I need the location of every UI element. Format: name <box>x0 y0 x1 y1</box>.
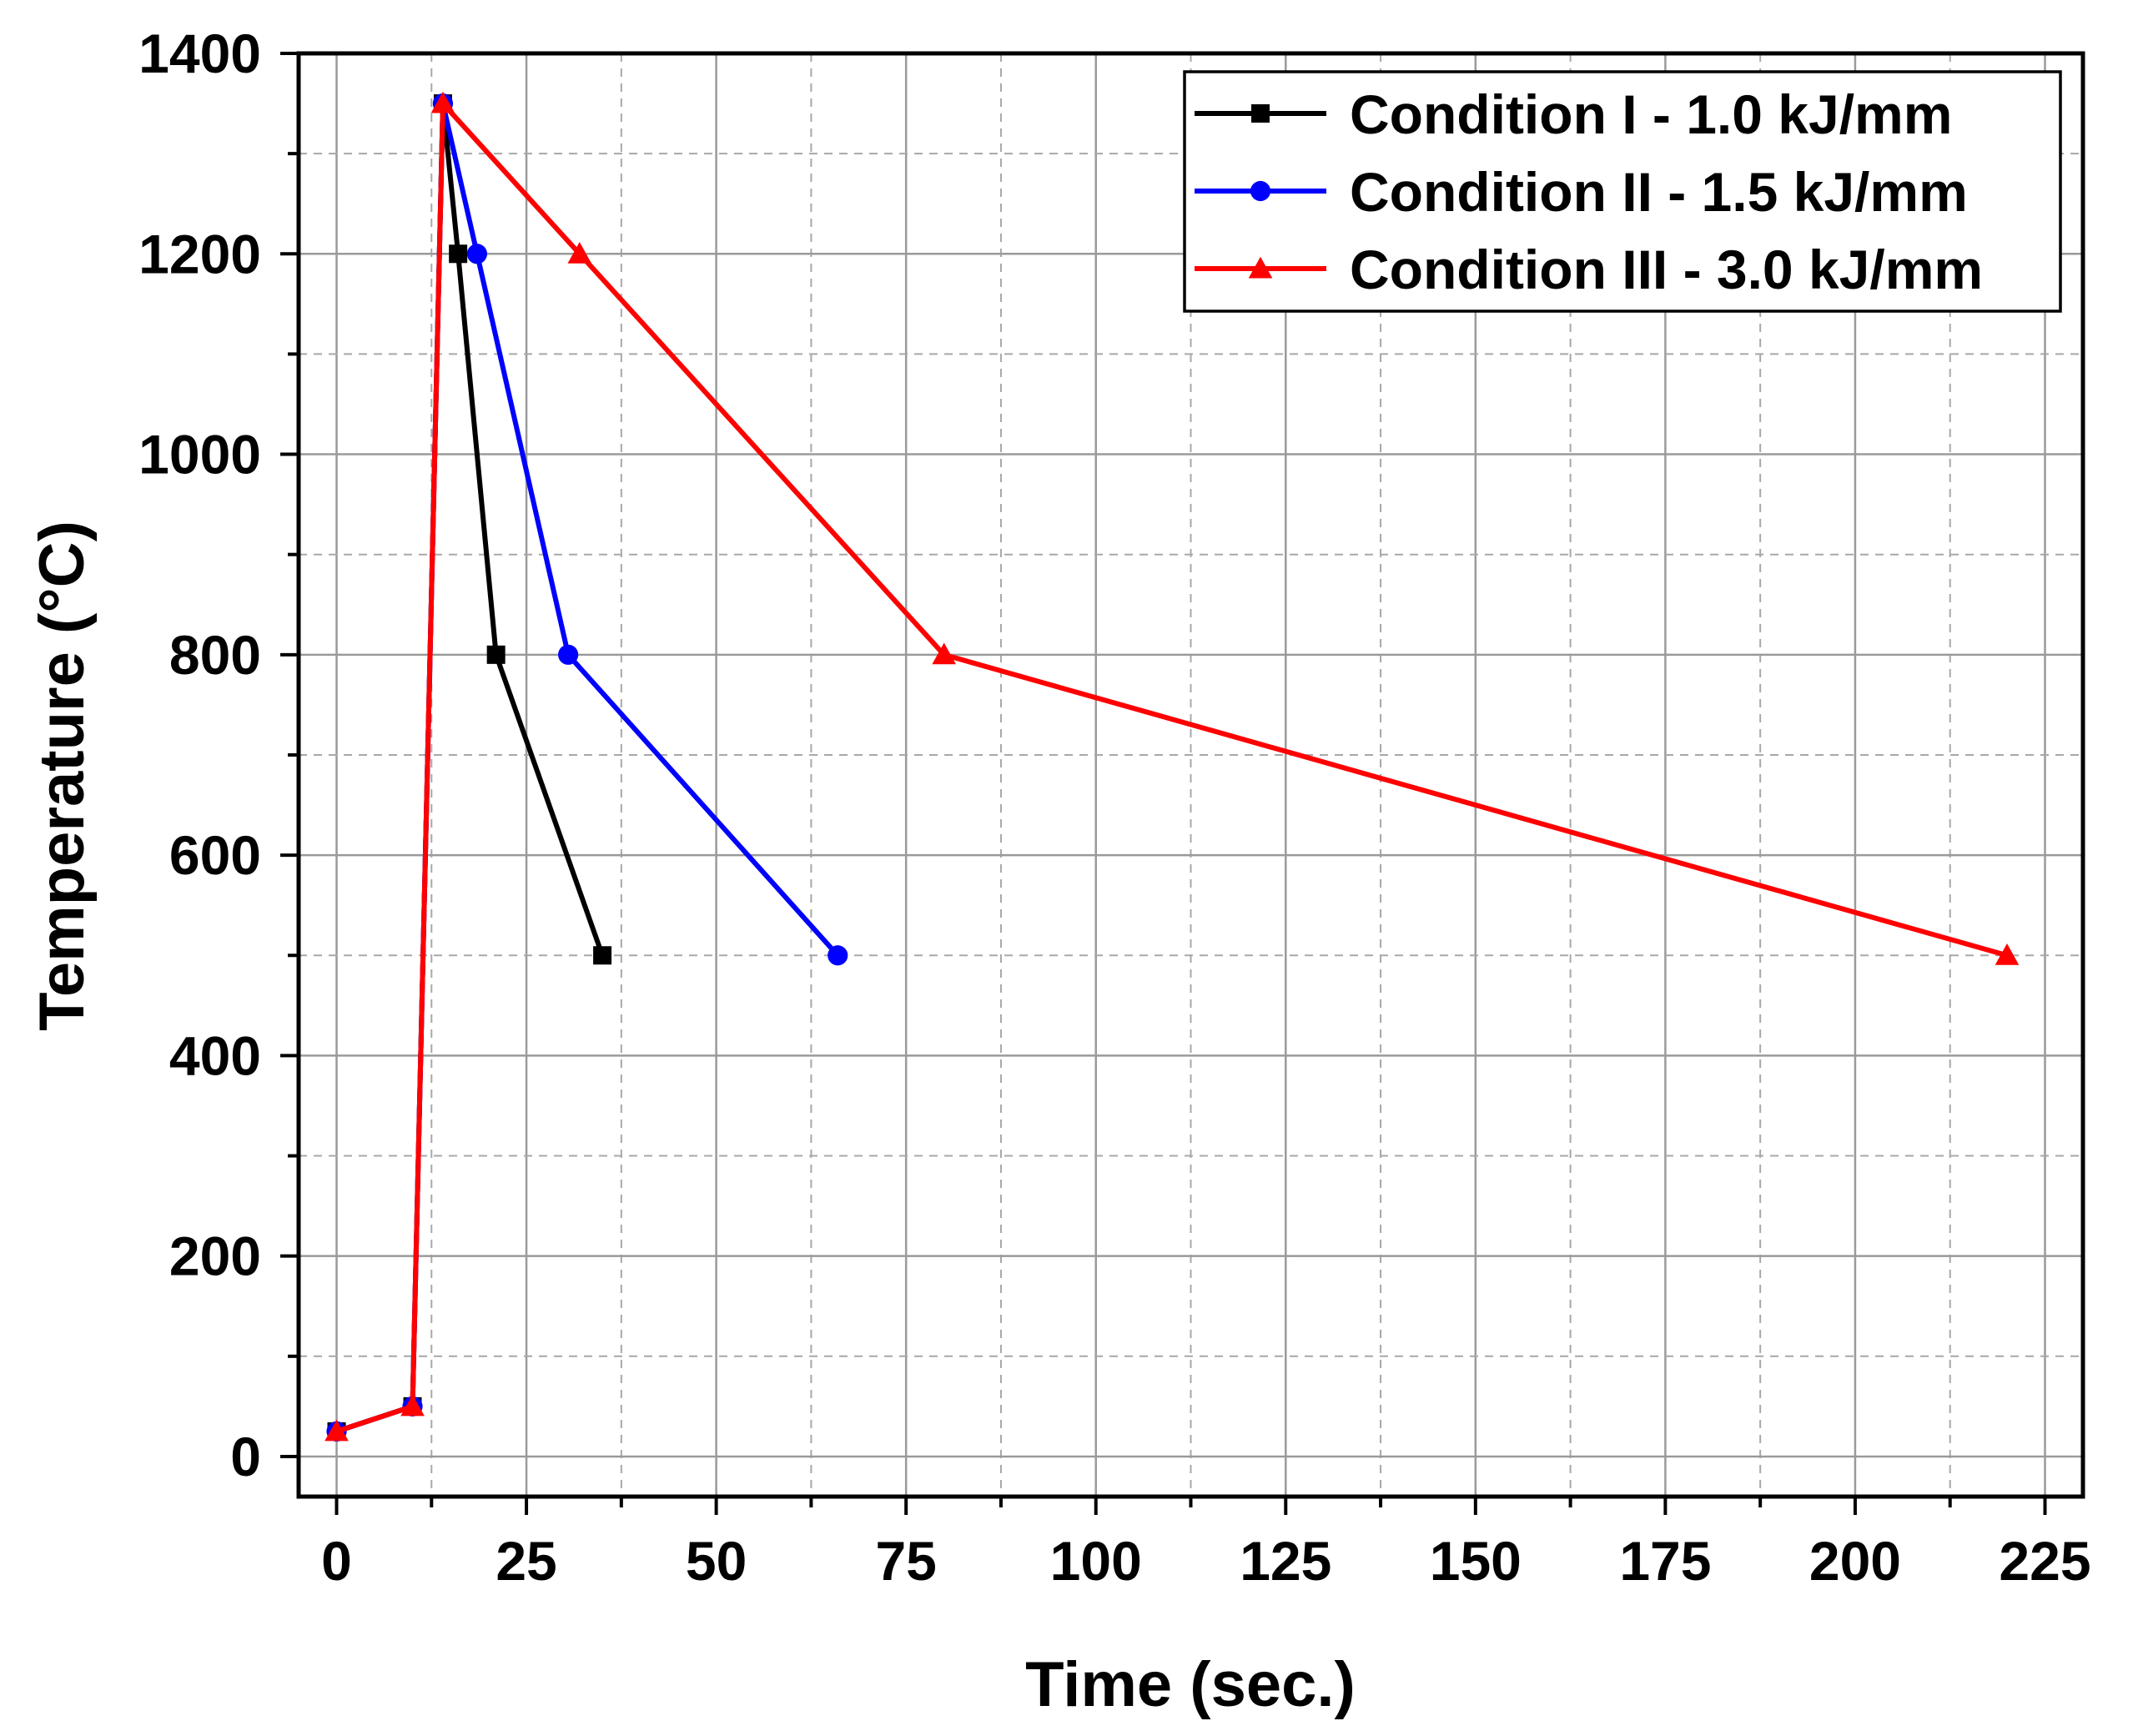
grid <box>299 52 2083 1497</box>
data-point-circle <box>466 244 488 264</box>
data-point-triangle <box>567 241 592 264</box>
y-tick-label: 1200 <box>138 223 261 284</box>
legend: Condition I - 1.0 kJ/mm Condition II - 1.… <box>1183 70 2062 313</box>
y-tick-label: 200 <box>169 1225 261 1287</box>
data-point-triangle <box>400 1394 425 1416</box>
legend-entry-3: Condition III - 3.0 kJ/mm <box>1195 239 1983 300</box>
data-point-circle <box>558 644 579 665</box>
x-axis-title: Time (sec.) <box>1025 1649 1356 1720</box>
data-point-triangle <box>1995 943 2020 965</box>
y-tick-label: 1000 <box>138 424 261 486</box>
x-tick-label: 25 <box>496 1530 556 1592</box>
series-layer <box>324 91 2020 1442</box>
y-tick-label: 800 <box>169 624 261 686</box>
y-tick-label: 0 <box>230 1426 261 1487</box>
data-point-square <box>593 946 612 965</box>
legend-entry-1: Condition I - 1.0 kJ/mm <box>1195 83 1952 145</box>
x-tick-label: 100 <box>1050 1530 1142 1592</box>
x-tick-label: 125 <box>1240 1530 1331 1592</box>
x-tick-label: 200 <box>1809 1530 1901 1592</box>
data-point-triangle <box>324 1419 349 1442</box>
x-tick-label: 175 <box>1619 1530 1711 1592</box>
data-point-triangle <box>1248 256 1273 279</box>
x-tick-label: 0 <box>321 1530 352 1592</box>
x-tick-label: 225 <box>1999 1530 2090 1592</box>
axes: 0 25 50 75 100 125 150 175 200 225 0 200 400 600 800 10… <box>138 23 2090 1592</box>
series-3 <box>324 91 2020 1442</box>
x-tick-label: 50 <box>686 1530 747 1592</box>
data-point-square <box>1251 104 1270 123</box>
data-point-square <box>449 244 468 264</box>
y-axis-title: Temperature (°C) <box>27 521 98 1031</box>
data-point-triangle <box>430 91 455 113</box>
x-tick-label: 75 <box>875 1530 936 1592</box>
data-point-triangle <box>932 642 956 665</box>
x-tick-label: 150 <box>1430 1530 1522 1592</box>
series-line <box>335 101 2008 1434</box>
data-point-square <box>486 645 506 664</box>
y-tick-label: 600 <box>169 824 261 886</box>
data-point-circle <box>1250 180 1271 202</box>
data-point-circle <box>828 945 848 966</box>
legend-box <box>1183 70 2062 313</box>
y-tick-label: 400 <box>169 1024 261 1086</box>
legend-entry-2: Condition II - 1.5 kJ/mm <box>1195 161 1968 223</box>
legend-label: Condition II - 1.5 kJ/mm <box>1350 161 1968 223</box>
y-tick-label: 1400 <box>138 23 261 84</box>
legend-label: Condition I - 1.0 kJ/mm <box>1350 83 1952 145</box>
legend-label: Condition III - 3.0 kJ/mm <box>1350 239 1983 300</box>
